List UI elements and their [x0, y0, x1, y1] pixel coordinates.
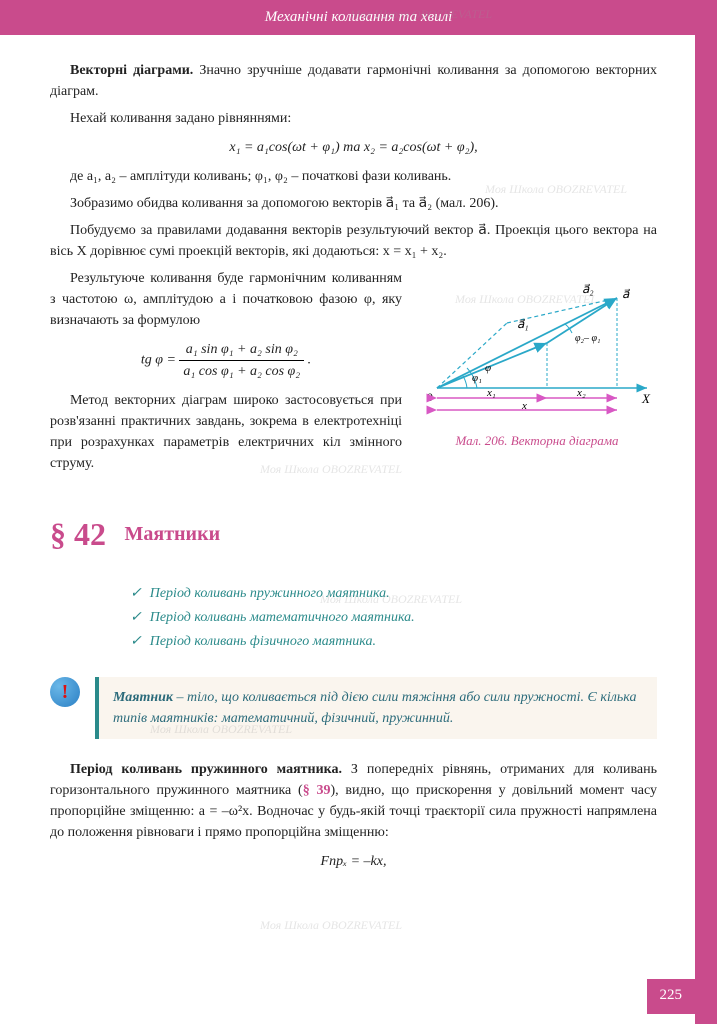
vec-label: a⃗₂: [582, 282, 594, 296]
vector-diagram-figure: X 0 a⃗₁ a⃗₂: [417, 268, 657, 418]
definition-box: Маятник – тіло, що коливається під дією …: [95, 677, 657, 739]
eq-numerator: a₁ sin φ₁ + a₂ sin φ₂: [179, 339, 304, 361]
paragraph: Побудуємо за правилами додавання векторі…: [50, 220, 657, 262]
paragraph: Нехай коливання задано рівняннями:: [50, 108, 657, 129]
figure-caption: Мал. 206. Векторна діаграма: [417, 431, 657, 451]
equation: Fпрₓ = –kx,: [50, 851, 657, 872]
angle-label: φ₁: [472, 372, 482, 384]
page-number: 225: [660, 984, 683, 1007]
chapter-header: Механічні коливання та хвилі: [0, 0, 717, 35]
alert-icon: !: [50, 677, 80, 707]
angle-label: φ: [485, 362, 491, 374]
equation: x₁ = a₁cos(ωt + φ₁) та x₂ = a₂cos(ωt + φ…: [50, 137, 657, 158]
eq-denominator: a₁ cos φ₁ + a₂ cos φ₂: [179, 361, 304, 382]
topic-item: Період коливань пружинного маятника.: [130, 583, 657, 604]
section-number: § 42: [50, 510, 106, 558]
paragraph: Результуюче коливання буде гармонічним к…: [50, 268, 402, 331]
section-title: Маятники: [125, 519, 221, 549]
svg-text:0: 0: [427, 390, 433, 404]
proj-label: x₂: [576, 387, 586, 399]
subheading: Період коливань пружинного маятника.: [70, 762, 342, 777]
eq-lhs: tg φ =: [141, 352, 176, 367]
topics-list: Період коливань пружинного маятника. Пер…: [130, 583, 657, 652]
right-margin-stripe: [695, 0, 717, 1024]
paragraph: де a₁, a₂ – амплітуди коливань; φ₁, φ₂ –…: [50, 166, 657, 187]
topic-item: Період коливань фізичного маятника.: [130, 631, 657, 652]
definition-body: – тіло, що коливається під дією сили тяж…: [113, 690, 636, 726]
vec-label: a⃗₁: [517, 317, 529, 331]
watermark: Моя Школа OBOZREVATEL: [260, 916, 402, 934]
cross-ref: § 39: [303, 783, 331, 798]
vec-label: a⃗: [622, 287, 630, 301]
angle-label: φ₂– φ₁: [575, 333, 601, 344]
page-number-background: [647, 979, 717, 1014]
topic-item: Період коливань математичного маятника.: [130, 607, 657, 628]
paragraph: Векторні діаграми. Значно зручніше додав…: [50, 60, 657, 102]
subheading: Векторні діаграми.: [70, 63, 193, 78]
paragraph: Зобразимо обидва коливання за допомогою …: [50, 193, 657, 214]
proj-label: x₁: [486, 387, 496, 399]
definition-term: Маятник: [113, 690, 173, 705]
paragraph: Метод векторних діаграм широко застосову…: [50, 390, 402, 474]
section-heading: § 42 Маятники: [50, 510, 657, 558]
chapter-title: Механічні коливання та хвилі: [265, 9, 453, 25]
paragraph: Період коливань пружинного маятника. З п…: [50, 759, 657, 843]
axis-label-x: X: [641, 391, 651, 406]
equation-tg-phi: tg φ = a₁ sin φ₁ + a₂ sin φ₂ a₁ cos φ₁ +…: [50, 339, 402, 382]
proj-label: x: [521, 400, 527, 412]
